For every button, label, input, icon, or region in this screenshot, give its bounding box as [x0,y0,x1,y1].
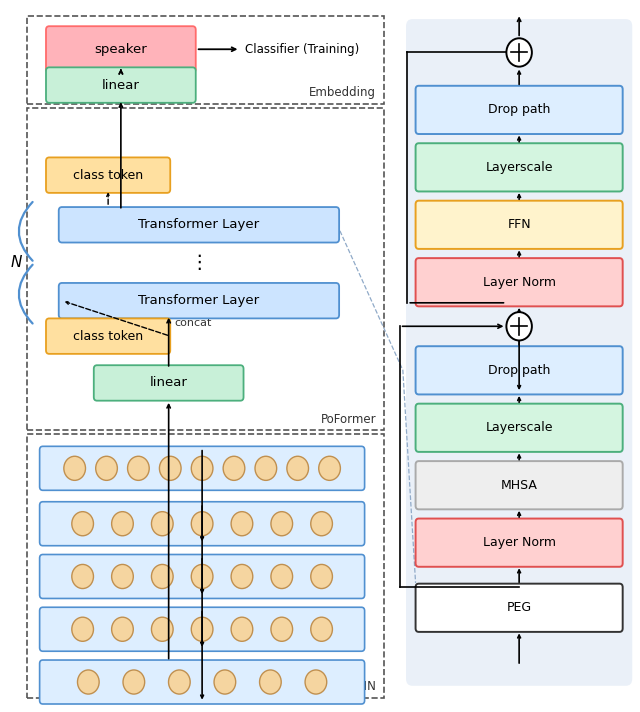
FancyBboxPatch shape [415,404,623,452]
Circle shape [191,456,213,481]
Text: Classifier (Training): Classifier (Training) [245,43,359,56]
Text: N: N [11,255,22,271]
FancyBboxPatch shape [406,19,632,686]
FancyBboxPatch shape [40,446,365,491]
Text: Embedding: Embedding [309,86,376,99]
Text: speaker: speaker [95,43,147,56]
Circle shape [305,670,327,694]
Text: class token: class token [73,169,143,182]
Circle shape [72,512,93,535]
Circle shape [111,617,133,642]
Circle shape [231,565,253,589]
Text: Transformer Layer: Transformer Layer [138,219,259,231]
Text: MHSA: MHSA [500,478,538,492]
Circle shape [214,670,236,694]
Circle shape [506,38,532,67]
Circle shape [191,617,213,642]
Circle shape [123,670,145,694]
Circle shape [152,565,173,589]
Text: FFN: FFN [508,219,531,231]
Text: concat: concat [175,318,212,328]
Circle shape [319,456,340,481]
Circle shape [287,456,308,481]
FancyBboxPatch shape [94,365,244,401]
Circle shape [96,456,117,481]
Text: Layer Norm: Layer Norm [483,536,556,549]
Circle shape [271,512,292,535]
Circle shape [159,456,181,481]
FancyBboxPatch shape [40,555,365,599]
Text: Drop path: Drop path [488,364,550,377]
Circle shape [72,565,93,589]
FancyBboxPatch shape [40,502,365,545]
FancyBboxPatch shape [415,85,623,134]
Text: linear: linear [102,78,140,92]
Circle shape [223,456,245,481]
Circle shape [152,617,173,642]
Text: linear: linear [150,377,188,389]
Text: TDNN: TDNN [342,680,376,693]
Text: split: split [120,181,143,191]
Text: Layerscale: Layerscale [485,161,553,174]
Circle shape [255,456,276,481]
Circle shape [311,565,332,589]
Text: Layer Norm: Layer Norm [483,276,556,289]
FancyBboxPatch shape [415,143,623,192]
Text: ⋮: ⋮ [189,253,209,272]
FancyBboxPatch shape [415,201,623,249]
Circle shape [64,456,86,481]
Text: Layerscale: Layerscale [485,422,553,434]
FancyBboxPatch shape [46,318,170,354]
FancyBboxPatch shape [46,157,170,193]
Circle shape [231,617,253,642]
Text: PEG: PEG [507,601,532,614]
FancyBboxPatch shape [59,207,339,243]
Circle shape [152,512,173,535]
Circle shape [231,512,253,535]
Circle shape [111,565,133,589]
FancyBboxPatch shape [46,68,196,103]
Circle shape [311,512,332,535]
Text: PoFormer: PoFormer [321,412,376,426]
Circle shape [77,670,99,694]
FancyBboxPatch shape [415,346,623,394]
Circle shape [127,456,149,481]
Circle shape [168,670,190,694]
FancyBboxPatch shape [415,461,623,509]
Circle shape [311,617,332,642]
Circle shape [191,512,213,535]
FancyBboxPatch shape [415,584,623,632]
Circle shape [72,617,93,642]
Circle shape [271,565,292,589]
FancyBboxPatch shape [415,518,623,567]
Text: Drop path: Drop path [488,103,550,116]
FancyBboxPatch shape [415,258,623,306]
FancyBboxPatch shape [46,26,196,73]
FancyBboxPatch shape [40,660,365,704]
FancyBboxPatch shape [40,607,365,651]
Text: Transformer Layer: Transformer Layer [138,294,259,307]
Text: class token: class token [73,330,143,342]
Circle shape [506,312,532,340]
Circle shape [271,617,292,642]
Circle shape [260,670,281,694]
FancyBboxPatch shape [59,283,339,318]
Circle shape [111,512,133,535]
Circle shape [191,565,213,589]
